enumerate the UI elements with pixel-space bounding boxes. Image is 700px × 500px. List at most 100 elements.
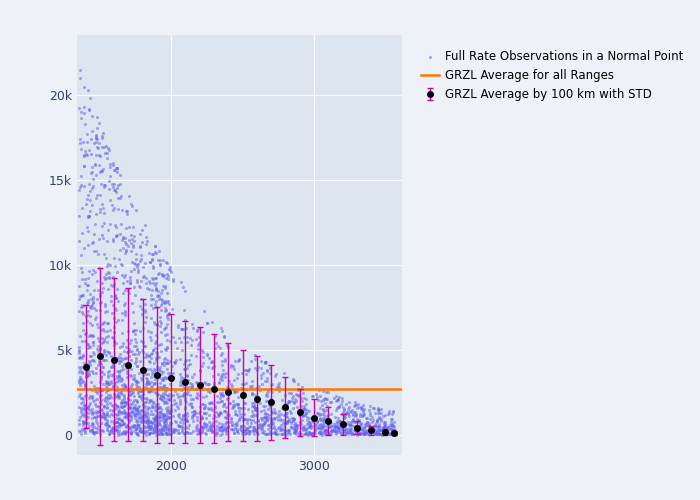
Full Rate Observations in a Normal Point <box>148 403 160 411</box>
Full Rate Observations in a Normal Point <box>182 389 193 397</box>
Full Rate Observations in a Normal Point <box>74 392 85 400</box>
Full Rate Observations in a Normal Point <box>240 415 251 423</box>
Full Rate Observations in a Normal Point <box>164 418 176 426</box>
Full Rate Observations in a Normal Point <box>140 260 151 268</box>
Full Rate Observations in a Normal Point <box>140 427 151 435</box>
Full Rate Observations in a Normal Point <box>344 407 356 415</box>
Full Rate Observations in a Normal Point <box>88 357 99 365</box>
Full Rate Observations in a Normal Point <box>96 320 107 328</box>
Full Rate Observations in a Normal Point <box>330 428 342 436</box>
Full Rate Observations in a Normal Point <box>260 418 271 426</box>
Full Rate Observations in a Normal Point <box>121 369 132 377</box>
Full Rate Observations in a Normal Point <box>386 421 397 429</box>
Full Rate Observations in a Normal Point <box>124 424 135 432</box>
Full Rate Observations in a Normal Point <box>241 416 252 424</box>
Full Rate Observations in a Normal Point <box>74 390 85 398</box>
Full Rate Observations in a Normal Point <box>83 402 94 410</box>
Full Rate Observations in a Normal Point <box>135 414 146 422</box>
Full Rate Observations in a Normal Point <box>150 344 161 352</box>
Full Rate Observations in a Normal Point <box>139 402 150 410</box>
Full Rate Observations in a Normal Point <box>332 424 344 432</box>
Full Rate Observations in a Normal Point <box>248 430 260 438</box>
Full Rate Observations in a Normal Point <box>388 426 399 434</box>
Full Rate Observations in a Normal Point <box>370 420 381 428</box>
Full Rate Observations in a Normal Point <box>182 409 193 417</box>
Full Rate Observations in a Normal Point <box>144 386 155 394</box>
Full Rate Observations in a Normal Point <box>358 429 369 437</box>
Full Rate Observations in a Normal Point <box>163 296 174 304</box>
Full Rate Observations in a Normal Point <box>266 416 277 424</box>
Full Rate Observations in a Normal Point <box>111 422 122 430</box>
Full Rate Observations in a Normal Point <box>260 410 271 418</box>
Full Rate Observations in a Normal Point <box>161 384 172 392</box>
Full Rate Observations in a Normal Point <box>244 382 256 390</box>
Full Rate Observations in a Normal Point <box>198 404 209 411</box>
Full Rate Observations in a Normal Point <box>145 424 156 432</box>
Full Rate Observations in a Normal Point <box>336 400 347 407</box>
Full Rate Observations in a Normal Point <box>89 430 100 438</box>
Full Rate Observations in a Normal Point <box>322 428 333 436</box>
Full Rate Observations in a Normal Point <box>131 382 142 390</box>
Full Rate Observations in a Normal Point <box>380 422 391 430</box>
Full Rate Observations in a Normal Point <box>144 365 155 373</box>
Full Rate Observations in a Normal Point <box>94 357 105 365</box>
Full Rate Observations in a Normal Point <box>175 325 186 333</box>
Full Rate Observations in a Normal Point <box>205 404 216 412</box>
Full Rate Observations in a Normal Point <box>258 429 269 437</box>
Full Rate Observations in a Normal Point <box>141 396 153 404</box>
Full Rate Observations in a Normal Point <box>335 428 346 436</box>
Full Rate Observations in a Normal Point <box>102 420 113 428</box>
Full Rate Observations in a Normal Point <box>104 162 116 170</box>
Full Rate Observations in a Normal Point <box>172 428 183 436</box>
Full Rate Observations in a Normal Point <box>197 425 208 433</box>
Full Rate Observations in a Normal Point <box>153 413 164 421</box>
Full Rate Observations in a Normal Point <box>162 430 173 438</box>
Full Rate Observations in a Normal Point <box>93 235 104 243</box>
Full Rate Observations in a Normal Point <box>134 392 145 400</box>
Full Rate Observations in a Normal Point <box>158 368 169 376</box>
Full Rate Observations in a Normal Point <box>185 430 196 438</box>
Full Rate Observations in a Normal Point <box>389 430 400 438</box>
Full Rate Observations in a Normal Point <box>369 428 380 436</box>
Full Rate Observations in a Normal Point <box>161 320 172 328</box>
Full Rate Observations in a Normal Point <box>385 430 396 438</box>
Full Rate Observations in a Normal Point <box>357 426 368 434</box>
Full Rate Observations in a Normal Point <box>145 422 156 430</box>
Full Rate Observations in a Normal Point <box>138 400 149 407</box>
Full Rate Observations in a Normal Point <box>387 408 398 416</box>
Full Rate Observations in a Normal Point <box>164 368 176 376</box>
Full Rate Observations in a Normal Point <box>91 277 102 285</box>
Full Rate Observations in a Normal Point <box>104 196 116 204</box>
Full Rate Observations in a Normal Point <box>129 258 140 266</box>
Full Rate Observations in a Normal Point <box>102 262 113 270</box>
Full Rate Observations in a Normal Point <box>152 270 163 278</box>
Full Rate Observations in a Normal Point <box>128 282 139 290</box>
Full Rate Observations in a Normal Point <box>92 428 103 436</box>
Full Rate Observations in a Normal Point <box>98 182 109 190</box>
Full Rate Observations in a Normal Point <box>210 408 221 416</box>
Full Rate Observations in a Normal Point <box>136 255 147 263</box>
Full Rate Observations in a Normal Point <box>236 380 247 388</box>
Full Rate Observations in a Normal Point <box>155 408 167 416</box>
Full Rate Observations in a Normal Point <box>146 295 157 303</box>
Full Rate Observations in a Normal Point <box>298 424 309 432</box>
Full Rate Observations in a Normal Point <box>288 414 299 422</box>
Full Rate Observations in a Normal Point <box>196 414 207 422</box>
Full Rate Observations in a Normal Point <box>160 420 172 428</box>
Full Rate Observations in a Normal Point <box>320 406 331 414</box>
Full Rate Observations in a Normal Point <box>262 406 273 413</box>
Full Rate Observations in a Normal Point <box>102 260 113 268</box>
Full Rate Observations in a Normal Point <box>330 414 341 422</box>
Full Rate Observations in a Normal Point <box>221 341 232 349</box>
Full Rate Observations in a Normal Point <box>248 403 260 411</box>
Full Rate Observations in a Normal Point <box>160 284 171 292</box>
Full Rate Observations in a Normal Point <box>214 411 225 419</box>
Full Rate Observations in a Normal Point <box>101 142 112 150</box>
Full Rate Observations in a Normal Point <box>115 180 126 188</box>
Full Rate Observations in a Normal Point <box>288 404 299 411</box>
Full Rate Observations in a Normal Point <box>351 404 363 412</box>
Full Rate Observations in a Normal Point <box>107 282 118 290</box>
Full Rate Observations in a Normal Point <box>168 396 179 404</box>
Full Rate Observations in a Normal Point <box>103 422 114 430</box>
Full Rate Observations in a Normal Point <box>128 350 139 358</box>
